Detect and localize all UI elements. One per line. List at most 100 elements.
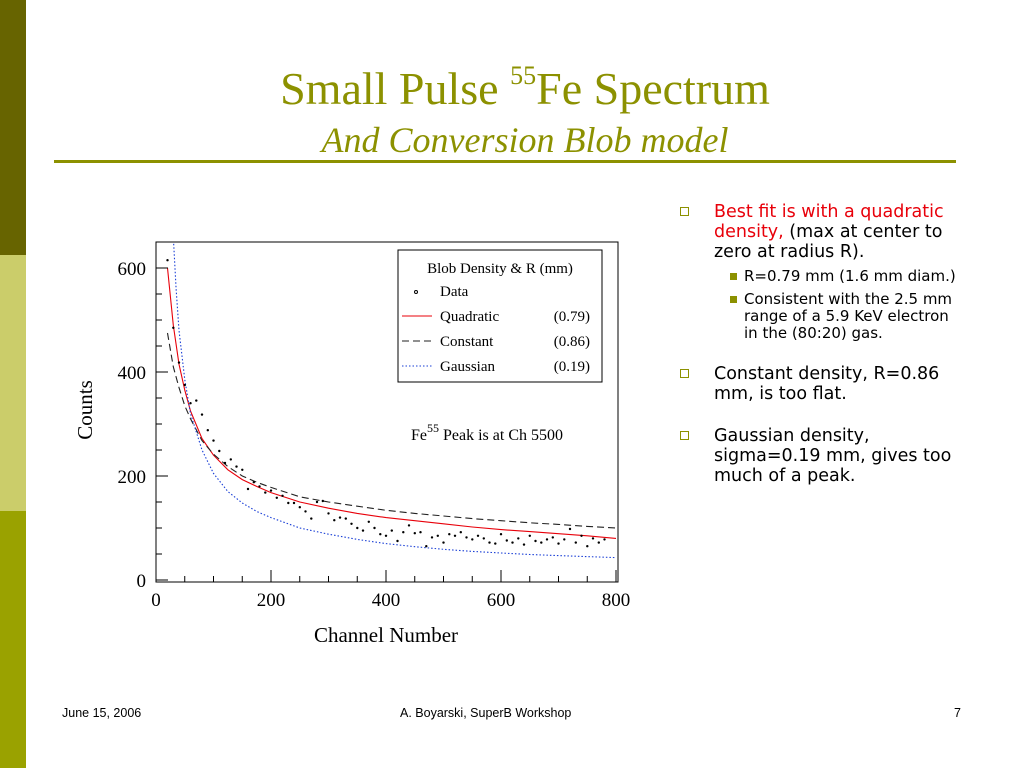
data-point bbox=[419, 531, 422, 534]
title-suffix: Fe Spectrum bbox=[536, 63, 770, 114]
title-main: Small Pulse 55Fe Spectrum bbox=[26, 48, 1024, 117]
y-tick-label: 400 bbox=[118, 363, 147, 384]
data-point bbox=[390, 529, 393, 532]
bullet-text: Constant density, R=0.86 mm, is too flat… bbox=[714, 364, 940, 404]
sub-bullet-text: Consistent with the 2.5 mm range of a 5.… bbox=[744, 290, 953, 342]
data-point bbox=[574, 541, 577, 544]
data-point bbox=[315, 500, 319, 504]
hollow-square-bullet-icon bbox=[680, 207, 689, 216]
slide-title: Small Pulse 55Fe Spectrum And Conversion… bbox=[26, 48, 1024, 161]
spectrum-chart: 0 200 400 600 800 0 200 400 600 Counts Channel N… bbox=[73, 241, 630, 647]
bullet-highlight-text: Best fit is with a quadratic density, bbox=[714, 202, 944, 242]
title-subtitle: And Conversion Blob model bbox=[321, 120, 729, 160]
data-point bbox=[356, 526, 359, 530]
data-point bbox=[545, 538, 549, 541]
stripe-light bbox=[0, 255, 26, 511]
data-point bbox=[448, 533, 451, 536]
legend-label: Constant bbox=[440, 334, 494, 350]
data-point bbox=[586, 545, 589, 548]
x-tick-label: 0 bbox=[151, 590, 161, 611]
annotation-superscript: 55 bbox=[427, 421, 439, 435]
data-point bbox=[338, 516, 342, 519]
legend-label: Gaussian bbox=[440, 359, 495, 375]
data-point bbox=[499, 533, 503, 536]
x-tick-label: 600 bbox=[487, 590, 516, 611]
page-number: 7 bbox=[954, 706, 961, 720]
legend-title: Blob Density & R (mm) bbox=[427, 261, 573, 277]
y-tick-label: 600 bbox=[118, 259, 147, 280]
data-point bbox=[459, 531, 462, 534]
data-point bbox=[505, 539, 508, 542]
filled-square-bullet-icon bbox=[730, 296, 737, 303]
data-point bbox=[379, 533, 382, 536]
data-point bbox=[494, 542, 497, 545]
plot-frame bbox=[155, 241, 619, 583]
data-point bbox=[241, 468, 244, 471]
sub-bullet-item: Consistent with the 2.5 mm range of a 5.… bbox=[714, 291, 966, 342]
sub-bullet-item: R=0.79 mm (1.6 mm diam.) bbox=[714, 268, 966, 285]
data-point bbox=[442, 541, 445, 544]
annotation-prefix: Fe bbox=[411, 427, 427, 444]
data-point bbox=[402, 531, 405, 534]
data-point bbox=[430, 536, 434, 539]
data-point bbox=[563, 538, 566, 541]
data-point bbox=[229, 458, 232, 461]
data-point bbox=[568, 527, 572, 531]
data-point bbox=[551, 536, 554, 539]
y-axis-label: Counts bbox=[73, 380, 97, 440]
x-axis-label: Channel Number bbox=[314, 623, 458, 647]
data-point bbox=[367, 520, 370, 523]
data-point bbox=[304, 510, 307, 513]
data-point bbox=[522, 543, 526, 546]
data-point bbox=[172, 326, 175, 329]
data-point bbox=[177, 361, 181, 364]
data-point bbox=[327, 512, 330, 515]
data-point bbox=[603, 538, 606, 541]
sub-bullet-list: R=0.79 mm (1.6 mm diam.) Consistent with… bbox=[714, 268, 966, 342]
legend-param: (0.19) bbox=[554, 359, 590, 375]
data-point bbox=[511, 541, 514, 544]
data-point bbox=[235, 465, 238, 468]
legend: Blob Density & R (mm) Data Quadratic (0.79… bbox=[397, 249, 603, 383]
data-point bbox=[436, 534, 439, 537]
data-point bbox=[384, 534, 388, 537]
legend-param: (0.86) bbox=[554, 334, 590, 350]
data-point bbox=[298, 506, 301, 509]
footer-center: A. Boyarski, SuperB Workshop bbox=[400, 706, 572, 720]
data-point bbox=[540, 541, 543, 544]
data-point bbox=[396, 539, 399, 543]
data-point bbox=[258, 485, 261, 488]
data-point bbox=[292, 501, 296, 505]
filled-square-bullet-icon bbox=[730, 273, 737, 280]
data-point bbox=[361, 529, 365, 532]
legend-label: Quadratic bbox=[440, 309, 499, 325]
sidebar-stripes bbox=[0, 0, 26, 768]
data-point bbox=[252, 481, 255, 484]
bullet-text: Gaussian density, sigma=0.19 mm, gives t… bbox=[714, 426, 952, 486]
title-prefix: Small Pulse bbox=[280, 63, 511, 114]
bullet-quadratic: Best fit is with a quadratic density, (m… bbox=[676, 202, 966, 342]
data-point bbox=[189, 402, 192, 405]
hollow-square-bullet-icon bbox=[680, 369, 689, 378]
data-point bbox=[310, 517, 313, 520]
y-tick-label: 200 bbox=[118, 467, 147, 488]
data-point bbox=[275, 496, 278, 499]
x-tick-label: 200 bbox=[257, 590, 286, 611]
stripe-dark bbox=[0, 0, 26, 255]
data-point bbox=[269, 489, 273, 492]
bullet-constant: Constant density, R=0.86 mm, is too flat… bbox=[676, 364, 966, 404]
data-point bbox=[212, 439, 215, 442]
data-point bbox=[206, 429, 209, 432]
data-point bbox=[281, 494, 284, 497]
peak-annotation: Fe55 Peak is at Ch 5500 bbox=[411, 421, 563, 444]
curve-constant bbox=[166, 332, 617, 529]
data-point bbox=[218, 449, 221, 453]
data-point bbox=[344, 517, 347, 520]
data-point bbox=[534, 539, 537, 543]
data-point bbox=[453, 534, 457, 537]
legend-label: Data bbox=[440, 284, 469, 300]
legend-param: (0.79) bbox=[554, 309, 590, 325]
data-point bbox=[591, 537, 595, 540]
data-point bbox=[488, 541, 491, 544]
y-tick-label: 0 bbox=[137, 571, 147, 592]
